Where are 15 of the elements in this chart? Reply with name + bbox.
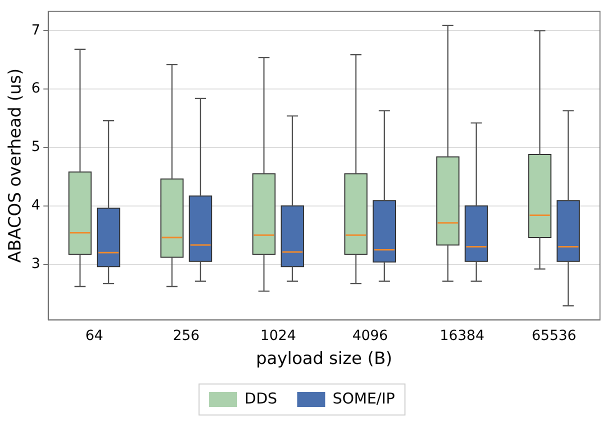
x-tick-label: 256 xyxy=(172,328,200,344)
x-tick-label: 16384 xyxy=(440,328,484,344)
x-tick-label: 65536 xyxy=(532,328,576,344)
y-tick-label: 4 xyxy=(31,198,40,214)
y-tick-label: 3 xyxy=(31,256,40,272)
y-tick-label: 6 xyxy=(31,80,40,97)
x-tick-label: 1024 xyxy=(260,328,296,344)
x-tick-label: 64 xyxy=(85,328,104,344)
legend-label: DDS xyxy=(244,389,278,408)
x-axis-title: payload size (B) xyxy=(256,349,392,370)
x-tick-label: 4096 xyxy=(352,328,388,344)
legend-label: SOME/IP xyxy=(332,389,395,408)
y-axis-title: ABACOS overhead (us) xyxy=(6,68,26,263)
y-tick-label: 5 xyxy=(31,139,40,156)
y-tick-label: 7 xyxy=(31,22,40,38)
